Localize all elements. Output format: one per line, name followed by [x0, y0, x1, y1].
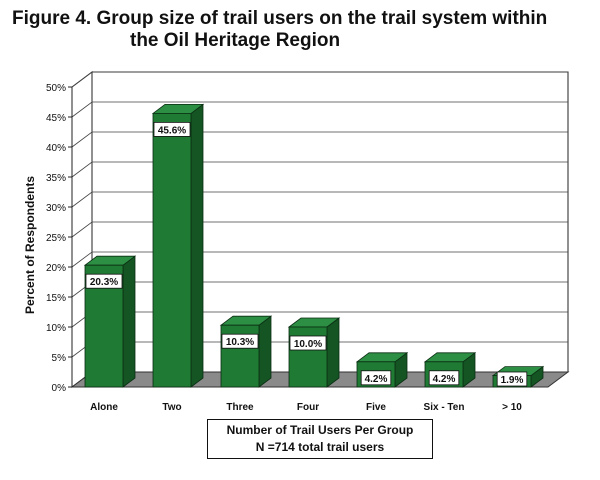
- data-label: 4.2%: [433, 374, 456, 385]
- y-tick-label: 15%: [46, 293, 66, 304]
- data-label-box: [428, 370, 460, 386]
- gridline: [71, 101, 568, 118]
- data-label: 4.2%: [365, 374, 388, 385]
- x-tick-label: Three: [226, 402, 254, 413]
- y-tick-label: 40%: [46, 143, 66, 154]
- data-label: 45.6%: [158, 125, 186, 136]
- y-axis-label: Percent of Respondents: [23, 176, 37, 314]
- data-label-box: [221, 333, 259, 349]
- data-label-box: [153, 122, 191, 137]
- data-label: 1.9%: [501, 375, 524, 386]
- figure-title-line-1: Figure 4. Group size of trail users on t…: [12, 8, 548, 29]
- bar-side: [190, 103, 204, 388]
- x-tick-label: Alone: [90, 402, 118, 413]
- bar-side: [326, 317, 340, 388]
- data-label: 20.3%: [90, 277, 118, 288]
- data-label: 10.0%: [294, 339, 322, 350]
- x-axis-label: Number of Trail Users Per Group: [226, 423, 414, 437]
- y-tick-label: 35%: [46, 173, 66, 184]
- data-label: 10.3%: [226, 337, 254, 348]
- data-label-box: [496, 371, 528, 387]
- gridline: [71, 131, 568, 148]
- gridline: [71, 161, 568, 178]
- gridline: [71, 71, 568, 88]
- x-tick-label: Five: [366, 402, 386, 413]
- gridline: [71, 251, 568, 268]
- y-tick-label: 0%: [52, 383, 67, 394]
- y-tick-label: 5%: [52, 353, 67, 364]
- bar-side: [122, 255, 136, 388]
- x-axis-label-box: Number of Trail Users Per Group N =714 t…: [207, 419, 433, 459]
- y-tick-label: 45%: [46, 113, 66, 124]
- data-label-box: [85, 273, 123, 289]
- figure-title: Figure 4. Group size of trail users on t…: [12, 8, 592, 52]
- y-tick-label: 50%: [46, 83, 66, 94]
- y-tick-label: 10%: [46, 323, 66, 334]
- x-tick-label: > 10: [502, 402, 522, 413]
- sample-size-note: N =714 total trail users: [255, 440, 385, 454]
- x-tick-label: Six - Ten: [424, 402, 465, 413]
- y-tick-label: 30%: [46, 203, 66, 214]
- bar-side: [258, 315, 272, 388]
- data-label-box: [289, 335, 327, 351]
- gridline: [71, 221, 568, 238]
- x-tick-label: Two: [162, 402, 181, 413]
- x-tick-label: Four: [297, 402, 319, 413]
- figure-title-line-2: the Oil Heritage Region: [130, 30, 341, 51]
- data-label-box: [360, 370, 392, 386]
- gridline: [71, 191, 568, 208]
- y-tick-label: 25%: [46, 233, 66, 244]
- y-tick-label: 20%: [46, 263, 66, 274]
- bar: [152, 113, 192, 388]
